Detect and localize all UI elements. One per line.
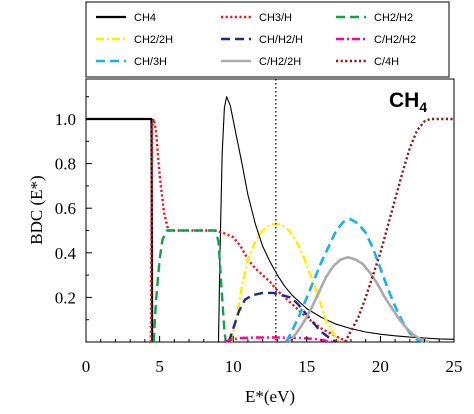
legend-label-ch2-2h: CH2/2H xyxy=(134,34,173,46)
y-axis-title: BDC (E*) xyxy=(27,175,46,244)
legend: CH4 CH3/H CH2/H2 CH2/2H CH/H2/H C/H2/H2 CH/3H C… xyxy=(96,12,416,68)
y-tick-label: 0.4 xyxy=(55,244,77,263)
series-line-ch4-1 xyxy=(217,96,455,343)
legend-box xyxy=(85,1,450,78)
series-line-c-h2-2h-8 xyxy=(288,256,430,344)
series-line-ch-h2-h-5 xyxy=(227,291,337,344)
series-line-ch3-h-2 xyxy=(149,117,349,344)
y-tick-label: 1.0 xyxy=(55,110,76,129)
series-line-ch2-2h-4 xyxy=(230,222,341,343)
legend-label-ch3-h: CH3/H xyxy=(259,12,292,24)
x-tick-label: 20 xyxy=(372,357,389,376)
series-line-ch-3h-7 xyxy=(285,218,425,344)
legend-label-c-4h: C/4H xyxy=(374,56,399,68)
x-tick-label: 15 xyxy=(298,357,315,376)
x-axis-title: E*(eV) xyxy=(245,387,295,406)
legend-label-ch-3h: CH/3H xyxy=(134,56,167,68)
x-tick-label: 0 xyxy=(82,357,91,376)
legend-label-ch2-h2: CH2/H2 xyxy=(374,12,413,24)
axes: 0 5 10 15 20 25 0.2 0.4 0.6 0.8 1.0 xyxy=(55,96,463,376)
legend-label-ch-h2-h: CH/H2/H xyxy=(259,34,303,46)
x-tick-label: 25 xyxy=(446,357,463,376)
legend-label-c-h2-h2: C/H2/H2 xyxy=(374,34,416,46)
x-tick-label: 5 xyxy=(155,357,164,376)
chart-annotation: CH4 xyxy=(389,89,427,115)
legend-label-c-h2-2h: C/H2/2H xyxy=(259,56,301,68)
legend-label-ch4: CH4 xyxy=(134,12,156,24)
series-line-ch2-h2-3 xyxy=(152,229,227,343)
x-tick-label: 10 xyxy=(225,357,242,376)
y-tick-label: 0.2 xyxy=(55,288,76,307)
y-tick-label: 0.8 xyxy=(55,155,76,174)
y-tick-label: 0.6 xyxy=(55,199,76,218)
